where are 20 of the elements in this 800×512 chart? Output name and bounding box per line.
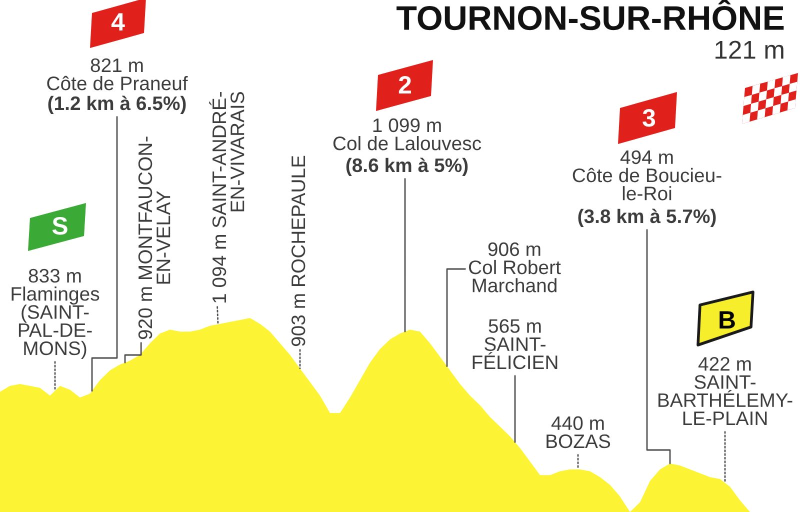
text: (1.2 km à 6.5%): [48, 96, 186, 114]
chart-subtitle: 121 m: [716, 40, 784, 59]
annotation: B: [720, 311, 735, 328]
text: (3.8 km à 5.7%): [578, 208, 716, 227]
text: 821 m Côte de Praneuf: [47, 58, 188, 90]
annotation: 565 m SAINT- FÉLICIEN: [472, 319, 558, 370]
text: 2: [398, 76, 411, 94]
annotation: 422 m SAINT- BARTHÉLEMY- LE-PLAIN: [658, 357, 792, 425]
text: 1 099 m Col de Lalouvesc: [333, 118, 482, 150]
text: 906 m Col Robert Marchand: [468, 242, 561, 292]
text: 4: [111, 13, 125, 30]
annotation: 903 m ROCHEPAULE: [291, 156, 306, 346]
text: 3: [642, 109, 656, 127]
annotation: 833 m Flaminges (SAINT- PAL-DE- MONS): [12, 268, 100, 359]
text: S: [52, 217, 68, 235]
annotation: 440 m BOZAS: [546, 416, 610, 448]
text: (8.6 km à 5%): [346, 158, 468, 176]
annotation: 920 m MONTFAUCON- EN-VELAY: [138, 136, 170, 340]
text: 494 m Côte de Boucieu- le-Roi: [572, 150, 722, 200]
text: 1 094 m SAINT-ANDRÉ- EN-VIVARAIS: [209, 92, 244, 303]
